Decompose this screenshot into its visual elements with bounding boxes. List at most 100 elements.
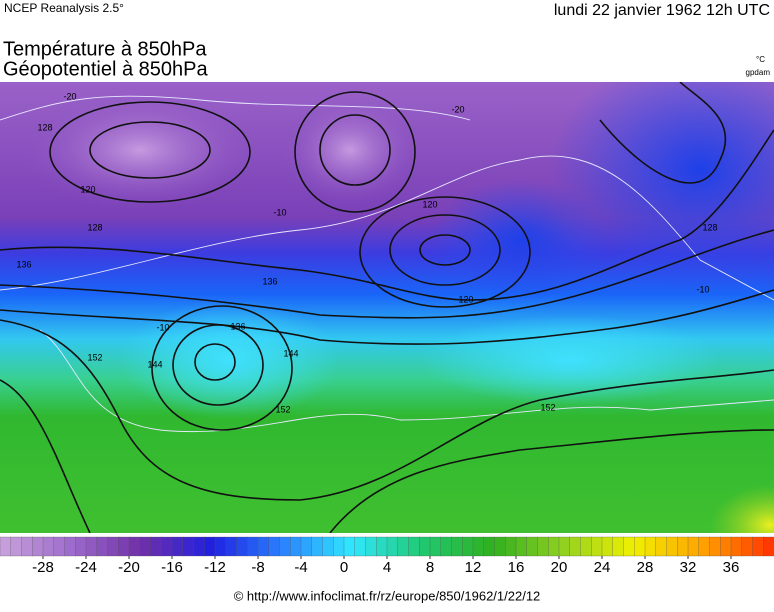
colorbar-cell [64, 536, 76, 557]
colorbar-cell [397, 536, 409, 557]
contour-label: 120 [422, 199, 437, 209]
colorbar-cell [150, 536, 162, 557]
colorbar-cell [472, 536, 485, 557]
colorbar-cell [687, 536, 700, 557]
map: 128 120 128 136 120 120 136 144 152 152 136 128 152 -… [0, 82, 774, 533]
colorbar-label: 0 [340, 559, 348, 576]
colorbar-cell [128, 536, 141, 557]
colorbar-label: -24 [75, 559, 97, 576]
colorbar-cell [505, 536, 517, 557]
colorbar-cell [730, 536, 743, 557]
colorbar-label: 20 [551, 559, 568, 576]
unit: °C [756, 55, 765, 64]
contour-label: 152 [540, 402, 555, 412]
colorbar-cell [548, 536, 560, 557]
colorbar-cell [720, 536, 732, 557]
colorbar-cell [161, 536, 173, 557]
colorbar-cell [494, 536, 506, 557]
colorbar-cell [343, 536, 356, 557]
colorbar-cell [247, 536, 259, 557]
colorbar-cell [526, 536, 538, 557]
colorbar-cell [0, 536, 12, 557]
colorbar-cell [290, 536, 302, 557]
colorbar-cell [537, 536, 549, 557]
title: Température à 850hPa [3, 38, 207, 60]
colorbar-cell [429, 536, 442, 557]
colorbar-cell [85, 536, 98, 557]
colorbar-cell [666, 536, 678, 557]
colorbar-label: 4 [383, 559, 391, 576]
colorbar-cell [623, 536, 635, 557]
colorbar-cell [171, 536, 184, 557]
colorbar-cell [354, 536, 366, 557]
source: NCEP Reanalysis 2.5° [4, 1, 124, 15]
colorbar-cell [193, 536, 205, 557]
colorbar-cell [591, 536, 603, 557]
contour-label: -20 [63, 91, 76, 101]
contour-label: -10 [273, 207, 286, 217]
colorbar-label: 24 [594, 559, 611, 576]
contour-label: 152 [275, 404, 290, 414]
colorbar-cell [53, 536, 65, 557]
contour-label: 144 [147, 359, 162, 369]
contour-label: 128 [37, 122, 52, 132]
colorbar-label: -12 [204, 559, 226, 576]
date: lundi 22 janvier 1962 12h UTC [554, 2, 770, 19]
contour-label: -10 [156, 322, 169, 332]
colorbar-cell [279, 536, 291, 557]
colorbar-cell [677, 536, 689, 557]
colorbar-cell [300, 536, 313, 557]
colorbar-label: -4 [294, 559, 307, 576]
colorbar-cell [236, 536, 248, 557]
colorbar-cell [268, 536, 280, 557]
colorbar-cell [709, 536, 721, 557]
colorbar: -28 -24 -20 -16 -12 -8 -4 0 4 8 12 16 20 24 28 32 36 [0, 536, 774, 576]
colorbar-label: 8 [426, 559, 434, 576]
colorbar-cell [655, 536, 667, 557]
colorbar-label: 32 [680, 559, 697, 576]
colorbar-cell [214, 536, 227, 557]
colorbar-cell [139, 536, 151, 557]
colorbar-cell [204, 536, 216, 557]
colorbar-cell [311, 536, 323, 557]
colorbar-label: -28 [32, 559, 54, 576]
colorbar-label: 16 [508, 559, 525, 576]
colorbar-label: -8 [251, 559, 264, 576]
colorbar-cell [257, 536, 270, 557]
colorbar-cell [118, 536, 130, 557]
colorbar-cell [225, 536, 237, 557]
contour-label: 144 [283, 348, 298, 358]
colorbar-cell [21, 536, 33, 557]
colorbar-cell [483, 536, 495, 557]
colorbar-label: 28 [637, 559, 654, 576]
contour-label: 120 [80, 184, 95, 194]
contour-label: -20 [451, 104, 464, 114]
colorbar-cell [462, 536, 474, 557]
colorbar-cell [376, 536, 388, 557]
contour-label: 152 [87, 352, 102, 362]
footer: © http://www.infoclimat.fr/rz/europe/850… [234, 588, 541, 603]
colorbar-cell [10, 536, 22, 557]
colorbar-label: -16 [161, 559, 183, 576]
colorbar-cell [440, 536, 452, 557]
colorbar-cell [752, 536, 764, 557]
colorbar-cell [75, 536, 87, 557]
title: Géopotentiel à 850hPa [3, 58, 208, 80]
contour-label: 128 [87, 222, 102, 232]
contour-label: 136 [262, 276, 277, 286]
colorbar-cell [698, 536, 710, 557]
colorbar-cell [322, 536, 334, 557]
contour-label: 136 [16, 259, 31, 269]
colorbar-cell [558, 536, 571, 557]
contour-label: 136 [230, 321, 245, 331]
colorbar-cell [32, 536, 44, 557]
contour-label: -10 [696, 284, 709, 294]
colorbar-cell [634, 536, 646, 557]
colorbar-cell [451, 536, 463, 557]
colorbar-label: -20 [118, 559, 140, 576]
colorbar-cell [515, 536, 528, 557]
colorbar-cell [182, 536, 194, 557]
colorbar-cell [42, 536, 55, 557]
colorbar-cell [107, 536, 119, 557]
